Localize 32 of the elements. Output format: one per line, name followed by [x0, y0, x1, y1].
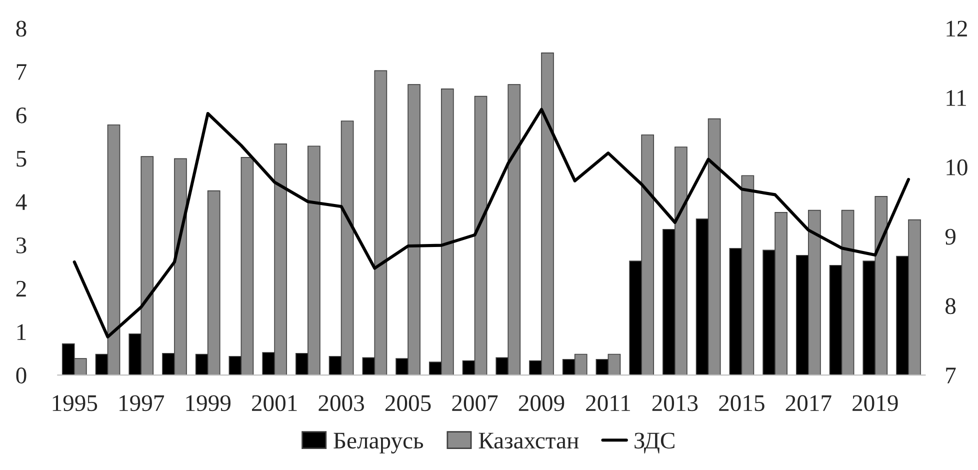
x-tick-label: 1997 — [120, 395, 164, 412]
y2-tick-label: 8 — [946, 298, 956, 314]
y2-tick-label: 10 — [946, 159, 968, 176]
x-tick-label: 2013 — [652, 395, 698, 412]
y-tick-label: 6 — [16, 107, 26, 124]
legend-label: Казахстан — [478, 432, 579, 449]
x-tick-label: 2005 — [385, 395, 431, 412]
line-series — [72, 108, 910, 338]
x-tick-label: 1995 — [52, 395, 98, 412]
y-tick-label: 0 — [16, 368, 26, 384]
x-tick-label: 2001 — [252, 395, 297, 412]
y-tick-label: 8 — [16, 20, 26, 37]
legend-label: ЗДС — [634, 432, 674, 454]
x-tick-label: 2003 — [318, 395, 364, 412]
y-tick-label: 2 — [16, 280, 26, 297]
y2-tick-label: 7 — [946, 368, 956, 384]
x-tick-label: 2019 — [852, 395, 898, 412]
x-tick-label: 2015 — [719, 395, 764, 412]
legend-label: Беларусь — [334, 432, 424, 454]
y-tick-label: 4 — [16, 194, 27, 210]
y2-tick-label: 12 — [946, 20, 967, 36]
y-tick-label: 1 — [17, 324, 26, 340]
x-tick-label: 2017 — [786, 395, 832, 412]
y-tick-label: 5 — [16, 151, 26, 167]
x-tick-label: 2007 — [452, 395, 498, 412]
y-tick-label: 7 — [16, 64, 26, 80]
x-tick-label: 2009 — [518, 395, 564, 412]
x-tick-label: 2011 — [586, 395, 630, 412]
y-tick-label: 3 — [16, 238, 26, 254]
x-tick-label: 1999 — [186, 395, 230, 412]
y2-tick-label: 11 — [946, 90, 966, 106]
y2-tick-label: 9 — [945, 228, 956, 245]
